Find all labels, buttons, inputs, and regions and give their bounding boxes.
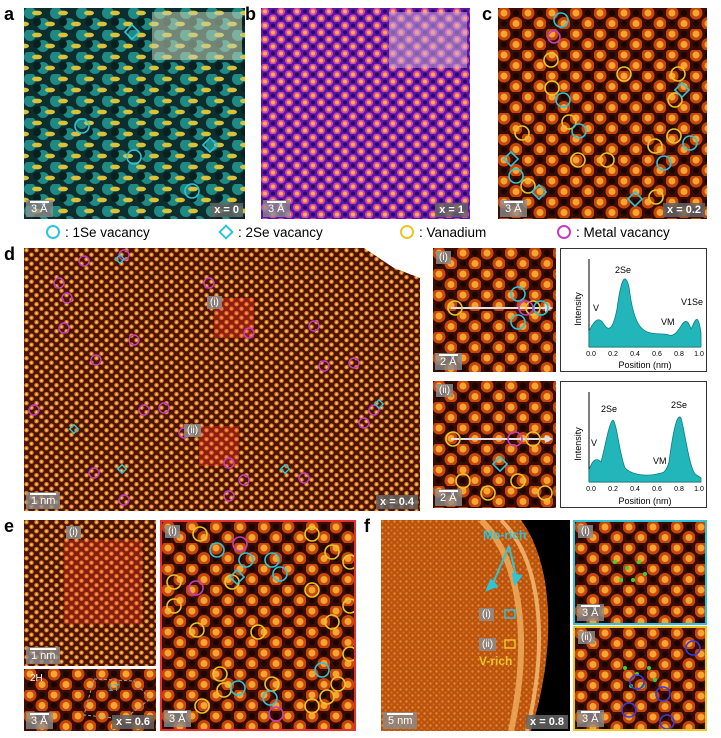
scale-bar-f: 5 nm — [383, 712, 418, 729]
panel-e-right-image: (i) 3 Å — [160, 520, 356, 731]
panel-label-e: e — [4, 516, 15, 536]
x-value-c: x = 0.2 — [663, 203, 705, 217]
magenta-circle-icon — [557, 225, 571, 239]
cyan-diamond-icon — [218, 224, 234, 240]
v-rich-label: V-rich — [479, 654, 513, 668]
region-label-e-i: (i) — [66, 526, 81, 539]
peak-label-v1se: V1Se — [681, 297, 703, 307]
panel-f-i-image: (i) 3 Å — [573, 520, 707, 625]
yellow-circle-icon — [400, 225, 414, 239]
profile-ylabel-i: Intensity — [573, 292, 583, 326]
panel-d-image: (i) (ii) 1 nm x = 0.4 — [24, 248, 420, 511]
panel-f-ii-image: (ii) 3 Å — [573, 626, 707, 731]
scale-bar-c: 3 Å — [500, 200, 527, 217]
profile-xlabel-i: Position (nm) — [618, 360, 671, 370]
2se-vacancy-marker — [201, 136, 219, 154]
panel-label-a: a — [4, 4, 15, 24]
panel-c-image: 3 Å x = 0.2 — [498, 8, 707, 219]
profile-plot-d-i: Intensity Position (nm) 0.0 0.2 0.4 0.6 … — [560, 248, 707, 372]
panel-b-image: 3 Å x = 1 — [261, 8, 470, 219]
2se-vacancy-marker — [123, 23, 141, 41]
scale-bar-f-i: 3 Å — [577, 604, 604, 621]
inset-label-d-i: (i) — [436, 251, 451, 264]
xtick: 0.0 — [586, 486, 596, 493]
panel-e-bottom-image: 2H 1T 3 Å x = 0.6 — [24, 669, 156, 731]
legend-vanadium: : Vanadium — [399, 224, 486, 240]
panel-f-image: Mo-rich (i) (ii) V-rich 5 nm x = 0.8 — [381, 520, 570, 731]
panel-label-b: b — [245, 4, 256, 24]
scale-bar-e-top: 1 nm — [26, 647, 61, 664]
1se-vacancy-marker — [184, 183, 200, 199]
xtick: 0.2 — [608, 486, 618, 493]
xtick: 1.0 — [694, 351, 704, 358]
panel-d-i-image: (i) 2 Å — [433, 248, 556, 372]
symbol-legend: : 1Se vacancy : 2Se vacancy : Vanadium :… — [0, 222, 721, 244]
peak-label-2se: 2Se — [601, 404, 617, 414]
xtick: 0.0 — [586, 351, 596, 358]
scale-bar-f-ii: 3 Å — [577, 710, 604, 727]
1se-vacancy-marker — [126, 149, 142, 165]
panel-label-d: d — [4, 244, 15, 264]
peak-label-v: V — [591, 438, 597, 448]
xtick: 0.4 — [630, 486, 640, 493]
peak-label-2se-right: 2Se — [671, 400, 687, 410]
scale-bar-b: 3 Å — [263, 200, 290, 217]
profile-ylabel-ii: Intensity — [573, 427, 583, 461]
profile-plot-d-ii: Intensity Position (nm) 0.0 0.2 0.4 0.6 … — [560, 381, 707, 508]
peak-label-2se: 2Se — [615, 265, 631, 275]
region-label-d-i: (i) — [207, 296, 222, 309]
scale-bar-d-i: 2 Å — [435, 353, 462, 370]
scale-bar-d: 1 nm — [26, 492, 61, 509]
x-value-e: x = 0.6 — [112, 715, 154, 729]
xtick: 0.8 — [674, 486, 684, 493]
panel-d-ii-image: (ii) 2 Å — [433, 381, 556, 508]
inset-label-e-i: (i) — [165, 525, 180, 538]
x-value-d: x = 0.4 — [376, 495, 418, 509]
xtick: 0.6 — [652, 351, 662, 358]
xtick: 1.0 — [694, 486, 704, 493]
peak-label-vm: VM — [653, 456, 667, 466]
xtick: 0.4 — [630, 351, 640, 358]
cyan-circle-icon — [46, 225, 60, 239]
panel-label-f: f — [364, 516, 370, 536]
xtick: 0.6 — [652, 486, 662, 493]
scale-bar-e-bottom: 3 Å — [26, 712, 53, 729]
region-label-f-ii: (ii) — [479, 638, 497, 651]
x-value-b: x = 1 — [435, 203, 468, 217]
region-label-d-ii: (ii) — [184, 424, 202, 437]
phase-label-1t: 1T — [108, 683, 120, 694]
panel-label-c: c — [482, 4, 493, 24]
region-label-f-i: (i) — [479, 608, 494, 621]
x-value-a: x = 0 — [210, 203, 243, 217]
peak-label-v: V — [593, 303, 599, 313]
x-value-f: x = 0.8 — [526, 715, 568, 729]
legend-metal-vacancy: : Metal vacancy — [556, 224, 670, 240]
xtick: 0.2 — [608, 351, 618, 358]
scale-bar-a: 3 Å — [26, 200, 53, 217]
inset-label-d-ii: (ii) — [436, 384, 454, 397]
xtick: 0.8 — [674, 351, 684, 358]
inset-label-f-ii: (ii) — [578, 631, 596, 644]
inset-label-f-i: (i) — [578, 525, 593, 538]
mo-rich-label: Mo-rich — [483, 528, 527, 542]
scale-bar-e-right: 3 Å — [164, 710, 191, 727]
1se-vacancy-marker — [74, 118, 90, 134]
panel-e-top-image: (i) 1 nm — [24, 520, 156, 666]
scale-bar-d-ii: 2 Å — [435, 489, 462, 506]
legend-2se-vacancy: : 2Se vacancy — [218, 224, 323, 240]
panel-a-image: 3 Å x = 0 — [24, 8, 245, 219]
profile-xlabel-ii: Position (nm) — [618, 496, 671, 506]
phase-label-2h: 2H — [30, 673, 43, 684]
legend-1se-vacancy: : 1Se vacancy — [45, 224, 150, 240]
peak-label-vm: VM — [661, 317, 675, 327]
